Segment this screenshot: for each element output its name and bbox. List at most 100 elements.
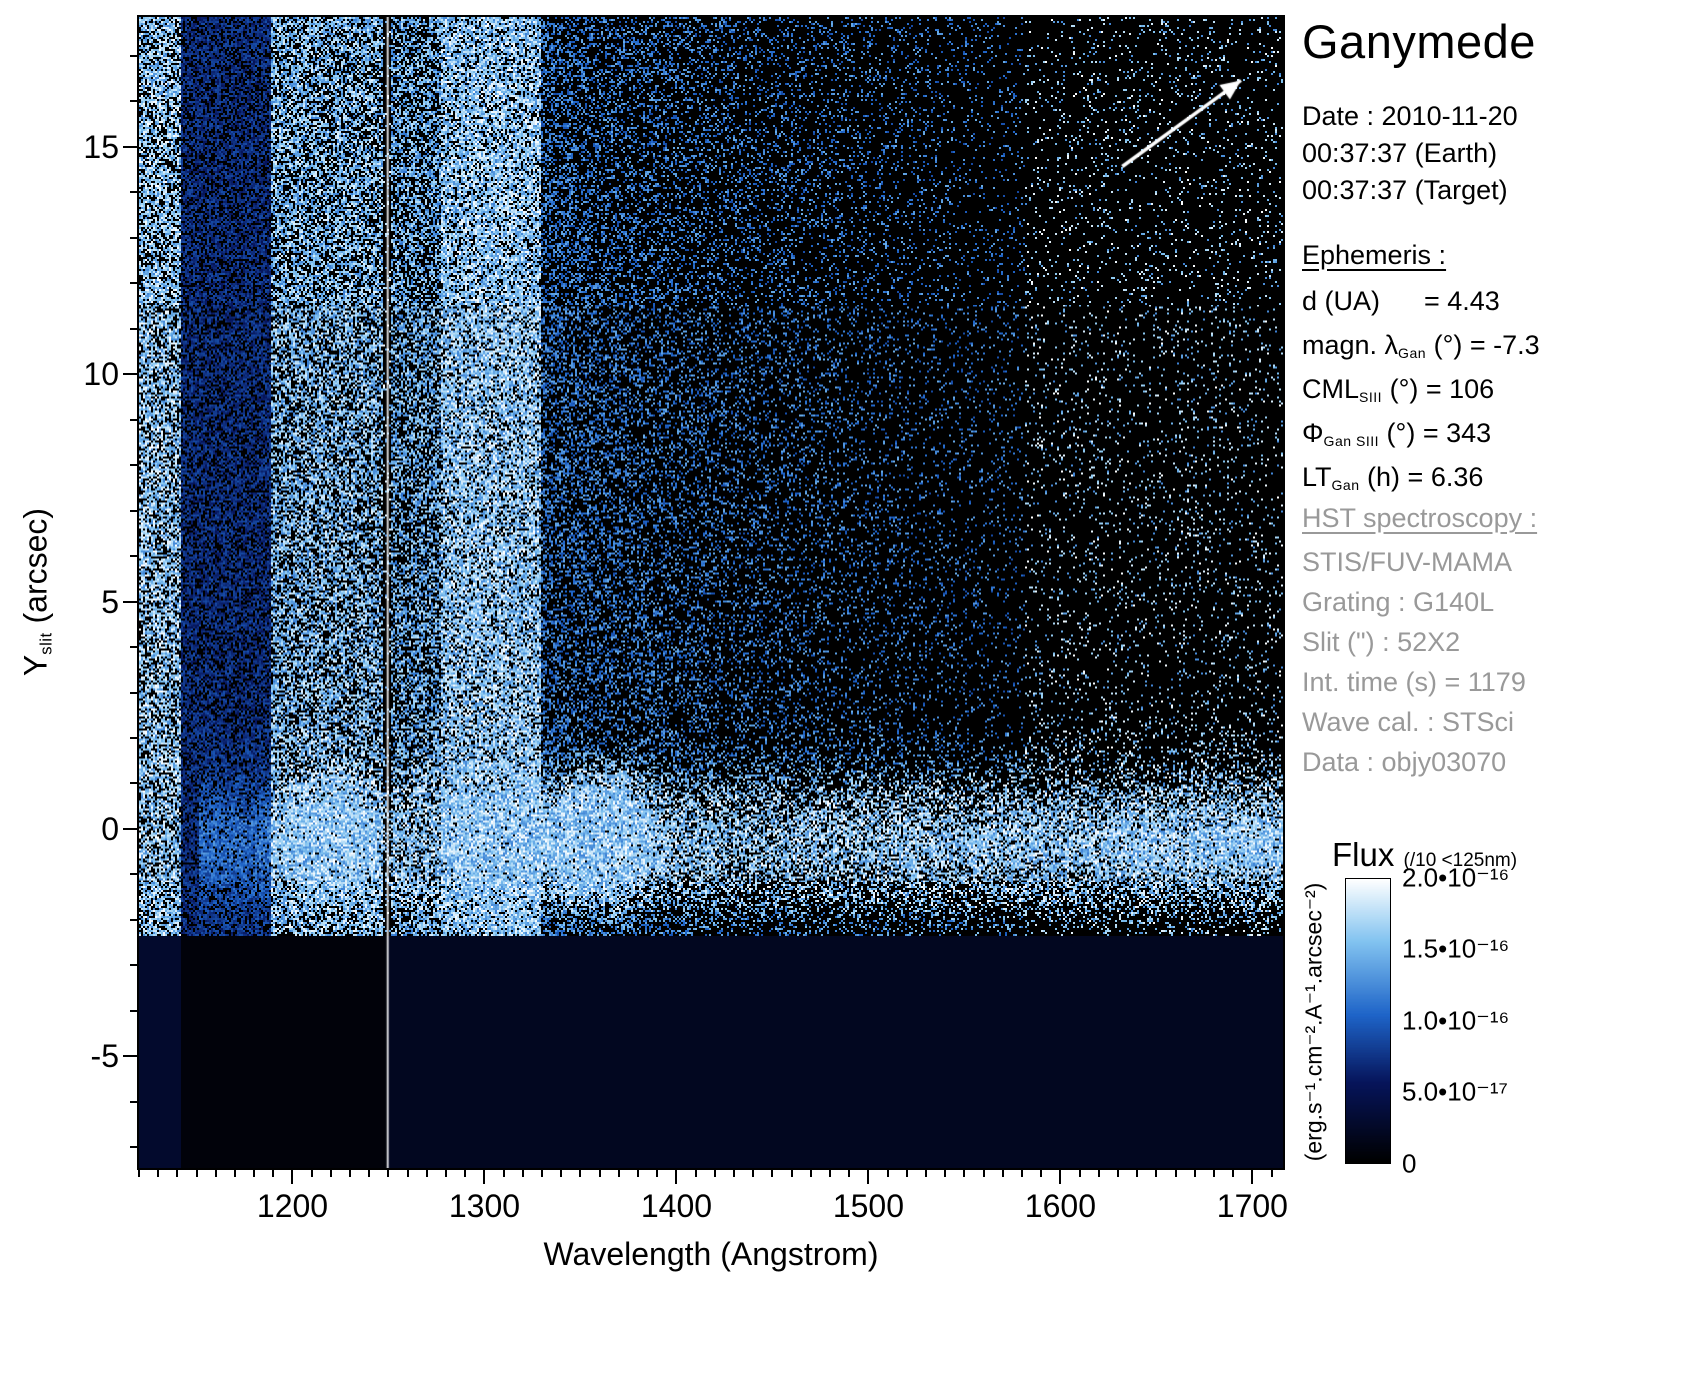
x-minor-tick	[272, 1170, 275, 1177]
x-minor-tick	[1001, 1170, 1004, 1177]
x-minor-tick	[425, 1170, 428, 1177]
ephemeris-row-phi: ΦGan SIII (°) = 343	[1302, 413, 1540, 457]
x-minor-tick	[253, 1170, 256, 1177]
x-minor-tick	[176, 1170, 179, 1177]
x-minor-tick	[464, 1170, 467, 1177]
x-minor-tick	[713, 1170, 716, 1177]
y-major-tick	[123, 827, 137, 830]
x-minor-tick	[886, 1170, 889, 1177]
ephemeris-label-sub: Gan	[1398, 344, 1427, 361]
ephemeris-row-cml: CMLSIII (°) = 106	[1302, 369, 1540, 413]
x-minor-tick	[905, 1170, 908, 1177]
x-minor-tick	[617, 1170, 620, 1177]
x-minor-tick	[368, 1170, 371, 1177]
x-minor-tick	[771, 1170, 774, 1177]
x-major-tick	[483, 1170, 486, 1184]
hst-grating-line: Grating : G140L	[1302, 587, 1495, 617]
x-minor-tick	[1136, 1170, 1139, 1177]
x-tick-label: 1400	[640, 1188, 713, 1224]
y-minor-tick	[130, 1100, 137, 1103]
x-minor-tick	[387, 1170, 390, 1177]
x-axis-title: Wavelength (Angstrom)	[543, 1236, 879, 1272]
y-minor-tick	[130, 918, 137, 921]
ephemeris-row-distance: d (UA) = 4.43	[1302, 281, 1540, 325]
x-minor-tick	[752, 1170, 755, 1177]
y-tick-label: 15	[83, 128, 119, 165]
y-minor-tick	[130, 691, 137, 694]
y-minor-tick	[130, 191, 137, 194]
flux-label: Flux	[1332, 836, 1395, 873]
colorbar-title: Flux (/10 <125nm)	[1332, 836, 1517, 874]
x-minor-tick	[1232, 1170, 1235, 1177]
ephemeris-value: (°) = -7.3	[1426, 330, 1540, 360]
y-major-tick	[123, 600, 137, 603]
time-earth-line: 00:37:37 (Earth)	[1302, 138, 1498, 168]
x-minor-tick	[521, 1170, 524, 1177]
ephemeris-label: LT	[1302, 462, 1332, 492]
x-minor-tick	[579, 1170, 582, 1177]
x-minor-tick	[560, 1170, 563, 1177]
x-minor-tick	[329, 1170, 332, 1177]
x-minor-tick	[1097, 1170, 1100, 1177]
page-title: Ganymede	[1302, 15, 1536, 68]
info-panel: Ganymede Date : 2010-11-20 00:37:37 (Ear…	[1300, 0, 1683, 1385]
date-line: Date : 2010-11-20	[1302, 101, 1518, 131]
x-minor-tick	[1116, 1170, 1119, 1177]
y-axis-title: Yslit (arcsec)	[17, 507, 56, 676]
x-minor-tick	[310, 1170, 313, 1177]
x-minor-tick	[944, 1170, 947, 1177]
x-major-tick	[675, 1170, 678, 1184]
x-minor-tick	[982, 1170, 985, 1177]
hst-spectroscopy-block: HST spectroscopy : STIS/FUV-MAMA Grating…	[1302, 498, 1537, 782]
x-minor-tick	[1193, 1170, 1196, 1177]
x-minor-tick	[445, 1170, 448, 1177]
ephemeris-row-local-time: LTGan (h) = 6.36	[1302, 457, 1540, 501]
observation-date-block: Date : 2010-11-20 00:37:37 (Earth) 00:37…	[1302, 98, 1518, 209]
y-minor-tick	[130, 327, 137, 330]
y-axis-title-units: (arcsec)	[17, 507, 54, 633]
x-minor-tick	[233, 1170, 236, 1177]
ephemeris-label-sub: Gan SIII	[1323, 432, 1380, 449]
ephemeris-label: magn. λ	[1302, 330, 1399, 360]
y-minor-tick	[130, 646, 137, 649]
y-tick-label: -5	[90, 1038, 119, 1075]
x-tick-label: 1700	[1216, 1188, 1288, 1224]
hst-heading: HST spectroscopy :	[1302, 503, 1538, 533]
ephemeris-block: d (UA) = 4.43 magn. λGan (°) = -7.3 CMLSI…	[1302, 281, 1540, 501]
flux-colorbar	[1345, 878, 1391, 1164]
x-major-tick	[291, 1170, 294, 1184]
ephemeris-value: (°) = 106	[1382, 374, 1495, 404]
y-minor-tick	[130, 509, 137, 512]
y-minor-tick	[130, 964, 137, 967]
x-minor-tick	[195, 1170, 198, 1177]
x-minor-tick	[214, 1170, 217, 1177]
y-minor-tick	[130, 282, 137, 285]
colorbar-tick-label: 5.0•10⁻¹⁷	[1402, 1076, 1508, 1107]
x-major-tick	[1251, 1170, 1254, 1184]
hst-int-time-line: Int. time (s) = 1179	[1302, 667, 1526, 697]
x-tick-label: 1200	[256, 1188, 329, 1224]
y-minor-tick	[130, 782, 137, 785]
x-minor-tick	[157, 1170, 160, 1177]
colorbar-tick-label: 0	[1402, 1148, 1417, 1179]
flux-sublabel: (/10 <125nm)	[1403, 850, 1518, 871]
ephemeris-label-sub: SIII	[1359, 388, 1383, 405]
x-minor-tick	[809, 1170, 812, 1177]
y-major-tick	[123, 145, 137, 148]
x-minor-tick	[1174, 1170, 1177, 1177]
x-minor-tick	[656, 1170, 659, 1177]
x-minor-tick	[1270, 1170, 1273, 1177]
x-minor-tick	[963, 1170, 966, 1177]
y-minor-tick	[130, 555, 137, 558]
x-minor-tick	[637, 1170, 640, 1177]
ephemeris-label: Φ	[1302, 418, 1324, 448]
plot-overlay-canvas	[139, 17, 1283, 1168]
y-tick-label: 10	[83, 356, 119, 393]
x-minor-tick	[137, 1170, 140, 1177]
y-minor-tick	[130, 100, 137, 103]
y-minor-tick	[130, 873, 137, 876]
x-major-tick	[867, 1170, 870, 1184]
ephemeris-label-sub: Gan	[1331, 476, 1360, 493]
x-minor-tick	[848, 1170, 851, 1177]
x-minor-tick	[694, 1170, 697, 1177]
